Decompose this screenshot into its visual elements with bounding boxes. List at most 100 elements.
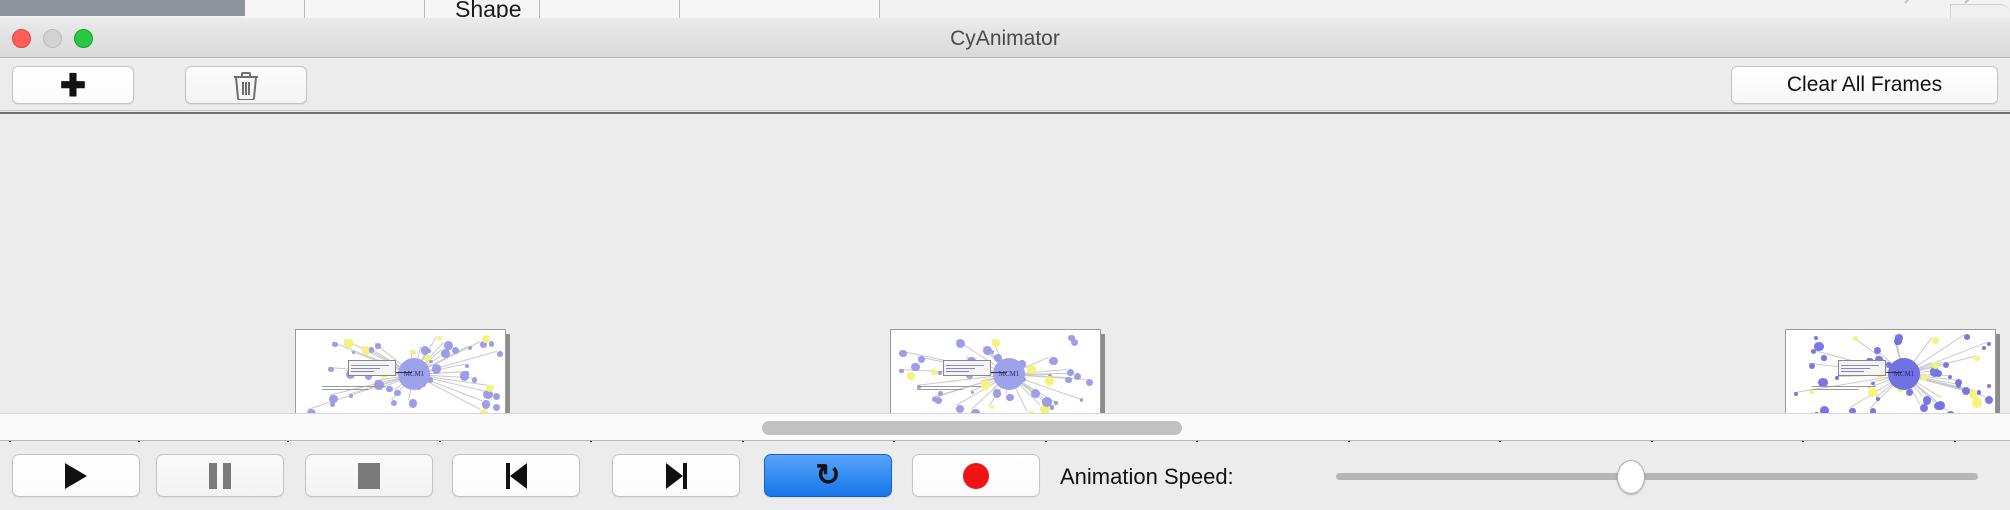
graph-node — [970, 390, 975, 395]
graph-node — [1920, 374, 1928, 382]
delete-frame-button[interactable] — [185, 66, 307, 104]
graph-node — [956, 339, 966, 349]
graph-node — [1852, 336, 1858, 342]
graph-node — [1937, 394, 1941, 399]
graph-node — [1947, 410, 1955, 415]
graph-node — [351, 350, 355, 355]
graph-node — [482, 400, 491, 409]
graph-node — [1905, 389, 1914, 397]
graph-node — [496, 350, 503, 357]
graph-node — [1963, 334, 1970, 341]
graph-node — [917, 356, 925, 364]
pause-button[interactable] — [156, 454, 284, 497]
play-button[interactable] — [12, 454, 140, 497]
graph-node — [955, 405, 965, 414]
graph-node — [459, 371, 470, 381]
graph-node — [971, 408, 981, 415]
graph-node — [344, 338, 354, 349]
ruler-tick-minor — [1045, 435, 1047, 447]
graph-node — [1931, 361, 1939, 369]
slider-track — [1336, 473, 1978, 480]
background-tab — [425, 0, 540, 18]
graph-node — [1039, 404, 1050, 414]
graph-node — [1079, 398, 1084, 403]
graph-node — [1969, 390, 1978, 399]
pause-icon — [209, 462, 231, 489]
graph-node — [332, 341, 338, 348]
graph-node — [1067, 334, 1075, 342]
graph-node — [493, 392, 501, 400]
minimize-icon[interactable] — [43, 29, 62, 48]
graph-callout-leader — [1886, 372, 1902, 373]
graph-node — [1065, 376, 1072, 383]
graph-node — [1006, 393, 1014, 402]
graph-caption-line — [1812, 386, 1876, 387]
ruler-tick-minor — [1348, 435, 1350, 447]
graph-node — [1071, 339, 1079, 347]
graph-node — [1054, 401, 1058, 405]
graph-node — [1974, 355, 1981, 362]
add-frame-button[interactable]: ✚ — [12, 66, 134, 104]
record-button[interactable] — [912, 454, 1040, 497]
background-tab — [245, 0, 305, 18]
timeline-frame[interactable]: MCM1 — [890, 329, 1105, 421]
graph-node — [1954, 379, 1962, 387]
traffic-lights — [12, 29, 93, 48]
graph-node — [471, 377, 478, 384]
animation-speed-slider[interactable] — [1336, 460, 1978, 494]
graph-node — [1986, 384, 1991, 389]
skip-start-icon — [505, 462, 527, 489]
graph-hub-node: MCM1 — [1888, 358, 1920, 390]
transport-bar: ↻ Animation Speed: — [0, 442, 2010, 510]
background-tab — [540, 0, 680, 18]
timeline-frame[interactable]: MCM1 — [1785, 329, 2000, 421]
background-window-corner — [1950, 4, 2010, 18]
animation-speed-label: Animation Speed: — [1060, 464, 1234, 489]
graph-node — [1066, 368, 1074, 376]
slider-thumb[interactable] — [1617, 460, 1646, 494]
graph-node — [408, 399, 418, 409]
graph-hub-node: MCM1 — [398, 358, 430, 390]
graph-node — [330, 402, 336, 408]
graph-node — [307, 409, 317, 415]
graph-node — [1873, 347, 1881, 355]
graph-node — [993, 389, 1002, 398]
skip-end-icon — [665, 462, 687, 489]
graph-node — [991, 339, 1000, 347]
zoom-icon[interactable] — [74, 29, 93, 48]
skip-to-end-button[interactable] — [612, 454, 740, 497]
record-icon — [963, 462, 989, 489]
clear-all-frames-button[interactable]: Clear All Frames — [1731, 66, 1998, 104]
graph-node — [1931, 337, 1939, 345]
graph-node — [480, 341, 487, 348]
graph-node — [375, 343, 381, 349]
graph-node — [1875, 355, 1883, 364]
close-icon[interactable] — [12, 29, 31, 48]
graph-node — [1813, 335, 1819, 341]
graph-node — [1821, 355, 1827, 361]
graph-node — [1934, 401, 1943, 410]
scrollbar-thumb[interactable] — [762, 421, 1182, 435]
skip-to-start-button[interactable] — [452, 454, 580, 497]
background-tab — [680, 0, 880, 18]
graph-node — [374, 380, 384, 390]
play-icon — [65, 462, 87, 489]
graph-node — [1930, 367, 1940, 377]
background-decoration — [1904, 0, 1919, 4]
frame-thumbnail: MCM1 — [1785, 329, 1996, 416]
graph-node — [486, 385, 494, 393]
graph-node — [348, 393, 354, 399]
ruler-tick-minor — [1954, 435, 1956, 447]
timeline-scrollbar[interactable] — [0, 413, 2010, 441]
timeline-frame[interactable]: MCM1 — [295, 329, 510, 421]
loop-button[interactable]: ↻ — [764, 454, 892, 497]
graph-node — [930, 368, 938, 375]
graph-node — [907, 372, 915, 380]
graph-caption-line — [322, 389, 368, 390]
stop-button[interactable] — [305, 454, 433, 497]
graph-node — [1818, 377, 1828, 387]
graph-node — [1820, 405, 1830, 415]
graph-node — [1982, 346, 1986, 350]
